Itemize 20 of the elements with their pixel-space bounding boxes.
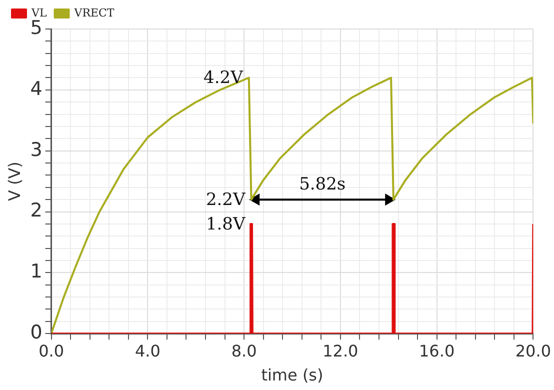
y-tick-label: 0 bbox=[30, 322, 42, 344]
annotation: 5.82s bbox=[299, 174, 346, 194]
annotation: 1.8V bbox=[206, 214, 246, 234]
legend-label: VL bbox=[30, 6, 48, 20]
y-tick-label: 3 bbox=[30, 138, 42, 161]
y-tick-label: 2 bbox=[30, 200, 42, 222]
y-tick-label: 4 bbox=[30, 78, 42, 100]
x-tick-label: 8.0 bbox=[231, 341, 257, 360]
x-tick-label: 20.0 bbox=[515, 341, 551, 360]
x-tick-label: 12.0 bbox=[322, 341, 358, 360]
x-axis-title: time (s) bbox=[261, 366, 324, 385]
y-tick-label: 5 bbox=[30, 16, 42, 39]
y-axis-title: V (V) bbox=[4, 162, 24, 202]
y-tick-label: 1 bbox=[30, 260, 42, 283]
legend-label: VRECT bbox=[73, 6, 115, 20]
x-tick-label: 0.0 bbox=[38, 341, 64, 360]
annotation: 2.2V bbox=[206, 190, 246, 210]
x-tick-label: 16.0 bbox=[418, 341, 455, 360]
annotation: 4.2V bbox=[204, 68, 244, 88]
x-tick-label: 4.0 bbox=[134, 341, 160, 360]
